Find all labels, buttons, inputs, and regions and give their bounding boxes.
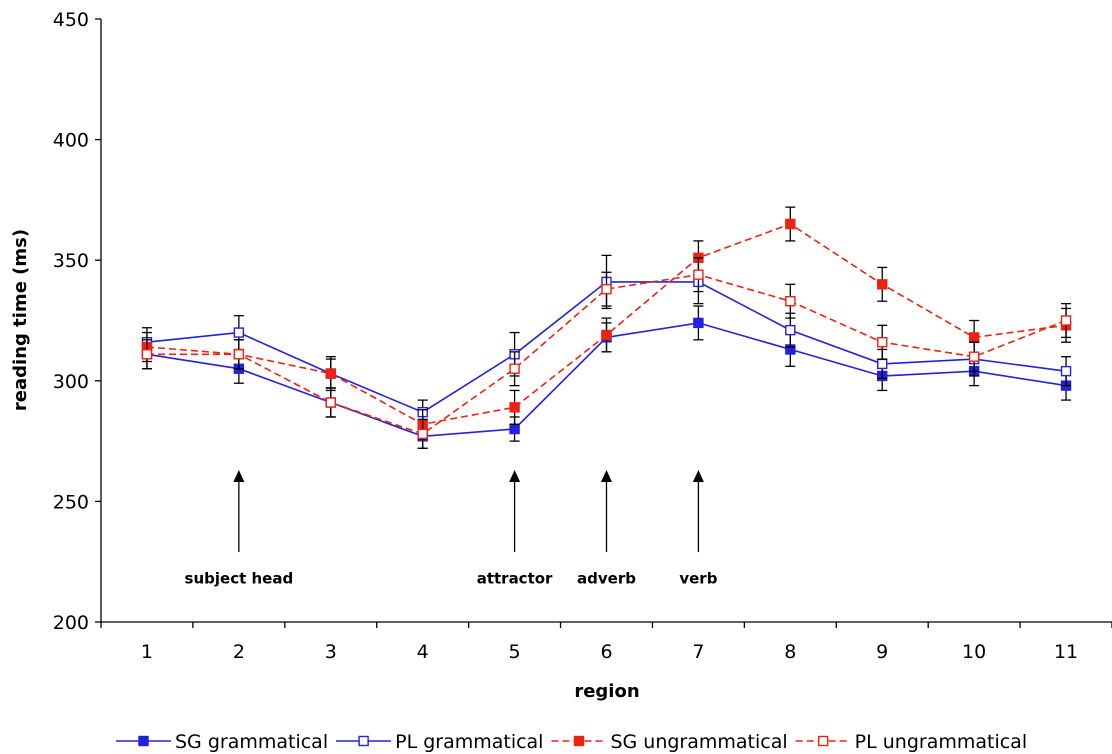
annotation-attractor: attractor xyxy=(477,470,553,587)
x-tick-label: 9 xyxy=(876,641,888,663)
data-point xyxy=(785,218,796,230)
data-point xyxy=(601,283,612,295)
data-point xyxy=(509,402,520,413)
series-pl-ungrammatical xyxy=(141,257,1072,449)
annotation-verb: verb xyxy=(679,470,718,587)
x-tick-label: 5 xyxy=(509,641,521,663)
arrow-head xyxy=(692,470,704,483)
data-point xyxy=(1060,365,1072,377)
data-point xyxy=(877,358,888,370)
x-tick-label: 6 xyxy=(600,641,612,663)
series-group xyxy=(141,206,1072,449)
data-point xyxy=(785,324,796,336)
annotation-label: verb xyxy=(679,569,717,587)
data-point xyxy=(141,349,153,360)
axes: 200 250 300 350 400 450 1 2 3 4 5 6 7 8 9 10 11 xyxy=(53,9,1112,663)
x-tick-label: 3 xyxy=(325,641,337,663)
x-tick-label: 4 xyxy=(417,641,429,663)
data-point xyxy=(968,351,980,362)
data-point xyxy=(968,332,980,343)
data-point xyxy=(1060,315,1072,326)
arrow-head xyxy=(509,470,521,483)
arrow-head xyxy=(233,470,245,483)
data-point xyxy=(877,337,888,348)
x-tick-label: 7 xyxy=(692,641,704,663)
legend-entry: PL ungrammatical xyxy=(795,731,1027,753)
y-axis-label: reading time (ms) xyxy=(10,229,31,411)
annotation-subject-head: subject head xyxy=(185,470,294,587)
y-tick-label: 450 xyxy=(53,9,89,31)
data-point xyxy=(509,423,520,435)
x-axis-label: region xyxy=(574,681,639,702)
series-sg-ungrammatical xyxy=(141,206,1072,440)
x-tick-label: 10 xyxy=(962,641,986,663)
legend-marker xyxy=(138,735,149,747)
y-tick-label: 400 xyxy=(53,130,89,152)
data-point xyxy=(693,317,704,329)
data-point xyxy=(509,363,520,374)
annotation-label: subject head xyxy=(185,569,294,587)
data-point xyxy=(325,368,336,379)
legend: SG grammatical PL grammatical SG ungrammat… xyxy=(116,731,1027,753)
legend-marker xyxy=(358,735,369,747)
legend-label: PL grammatical xyxy=(395,731,543,753)
legend-label: SG ungrammatical xyxy=(610,731,787,753)
x-tick-label: 11 xyxy=(1054,641,1078,663)
data-point xyxy=(417,428,428,440)
annotation-adverb: adverb xyxy=(577,470,636,587)
y-tick-label: 200 xyxy=(53,612,89,634)
arrow-head xyxy=(601,470,612,483)
legend-label: PL ungrammatical xyxy=(855,731,1027,753)
series-line xyxy=(147,273,1067,435)
y-tick-label: 300 xyxy=(53,371,89,393)
data-point xyxy=(233,327,245,338)
legend-entry: PL grammatical xyxy=(336,731,543,753)
legend-marker xyxy=(573,735,585,747)
x-tick-label: 8 xyxy=(784,641,796,663)
x-tick-label: 1 xyxy=(141,641,153,663)
x-tick-label: 2 xyxy=(233,641,245,663)
annotations: subject head attractor adverb verb xyxy=(185,470,718,587)
data-point xyxy=(233,349,245,360)
data-point xyxy=(601,329,612,341)
annotation-label: attractor xyxy=(477,569,553,587)
annotation-label: adverb xyxy=(577,569,636,587)
y-tick-label: 250 xyxy=(53,491,89,513)
legend-entry: SG ungrammatical xyxy=(551,731,788,753)
legend-marker xyxy=(817,735,829,747)
data-point xyxy=(693,269,704,280)
data-point xyxy=(877,279,888,290)
data-point xyxy=(325,397,336,408)
data-point xyxy=(785,296,796,307)
legend-entry: SG grammatical xyxy=(116,731,328,753)
y-tick-label: 350 xyxy=(53,250,89,272)
legend-label: SG grammatical xyxy=(175,731,328,753)
